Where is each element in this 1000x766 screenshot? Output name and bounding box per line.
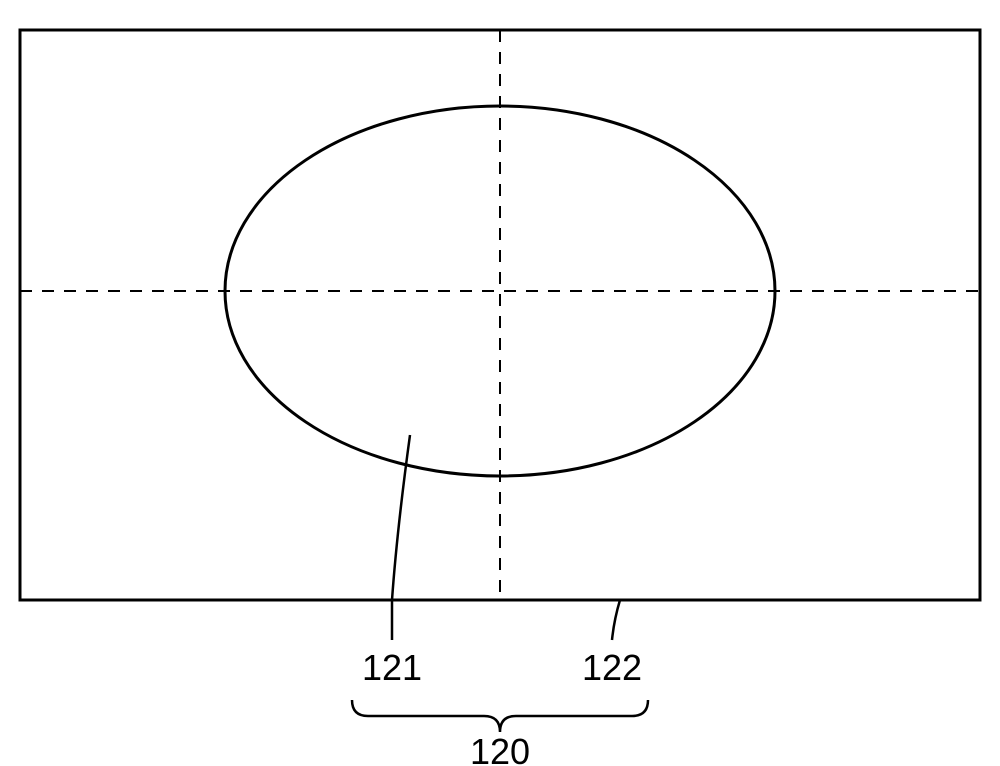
brace-120 xyxy=(352,700,648,732)
leader-122 xyxy=(612,600,620,640)
label-121: 121 xyxy=(362,647,422,688)
label-120: 120 xyxy=(470,731,530,766)
label-122: 122 xyxy=(582,647,642,688)
figure-diagram: 121 122 120 xyxy=(0,0,1000,766)
